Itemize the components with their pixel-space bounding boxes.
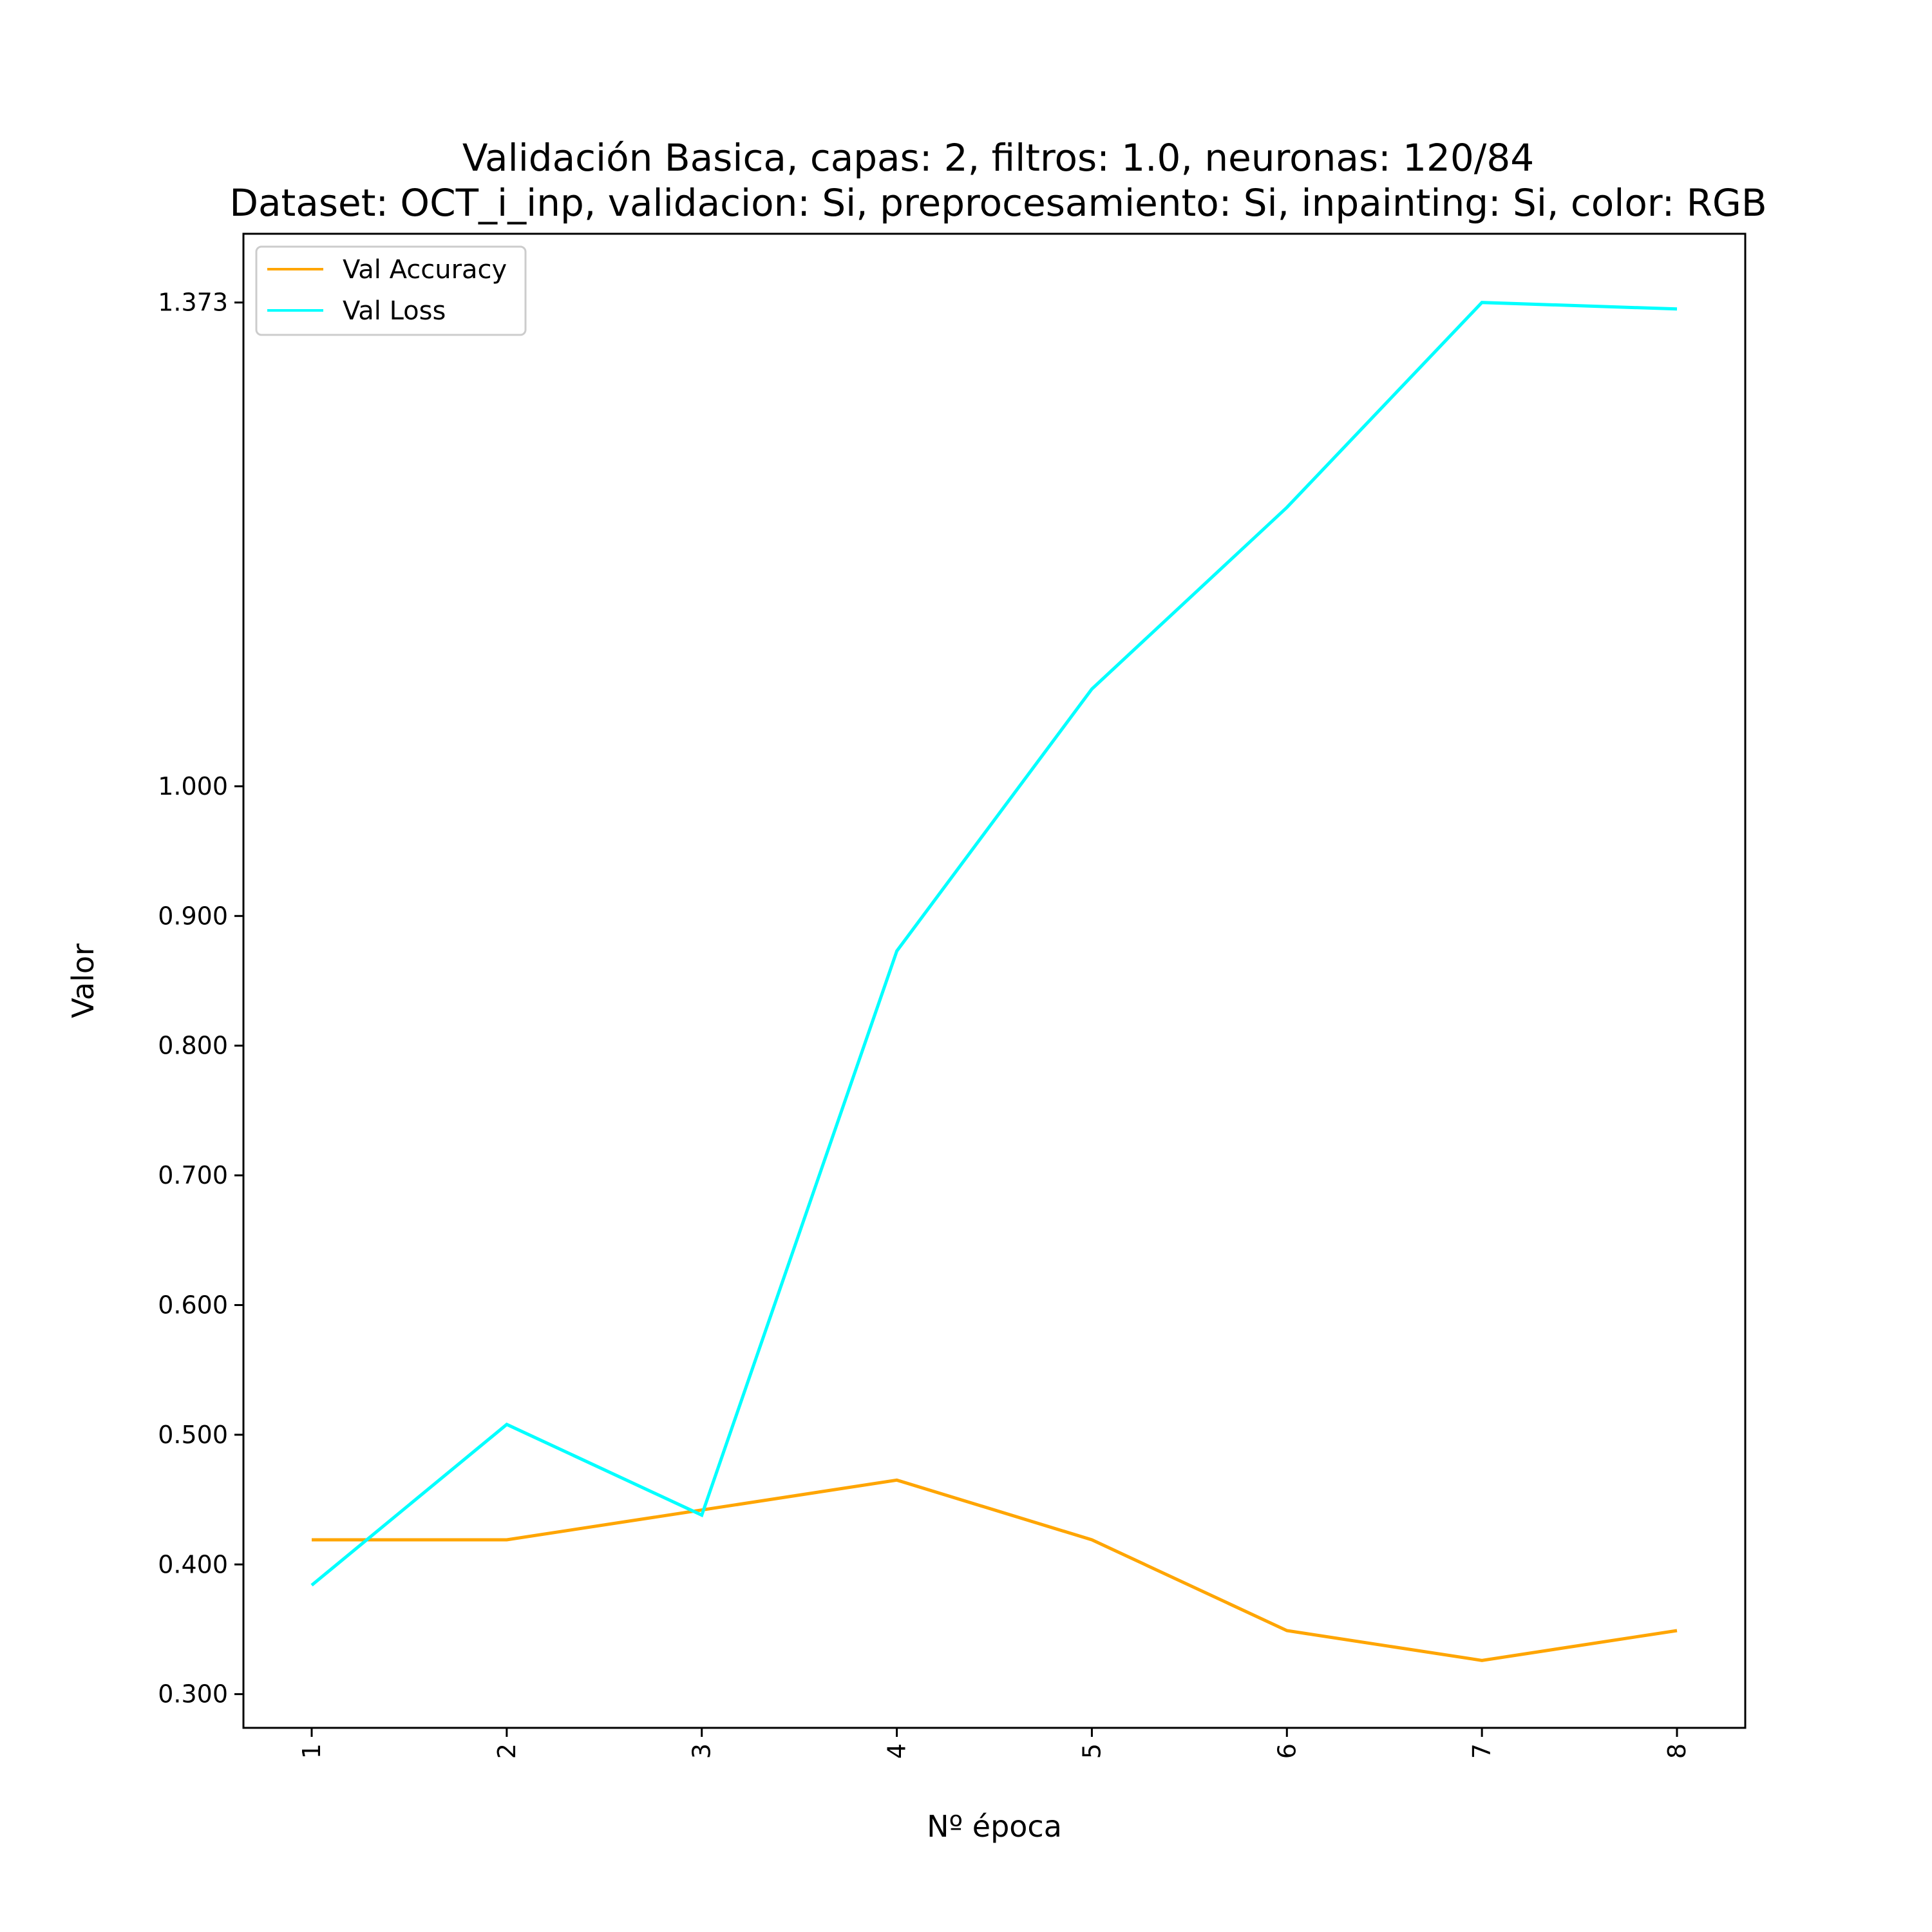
y-tick-label: 0.300 [158, 1680, 228, 1709]
x-tick-label: 6 [1273, 1743, 1301, 1759]
series-line-val-loss [310, 301, 1678, 1587]
legend-label-val-accuracy: Val Accuracy [343, 255, 507, 285]
x-axis: 1 2 3 4 5 6 7 8 [298, 1728, 1691, 1759]
x-tick-label: 1 [298, 1743, 326, 1759]
y-tick-label: 0.500 [158, 1421, 228, 1449]
y-tick-label: 1.373 [158, 289, 228, 317]
x-axis-label: Nº época [927, 1809, 1062, 1844]
legend-label-val-loss: Val Loss [343, 296, 446, 326]
series-line-val-accuracy [312, 1478, 1678, 1662]
chart-subtitle: Dataset: OCT_i_inp, validacion: Si, prep… [229, 181, 1766, 225]
y-tick-label: 0.700 [158, 1161, 228, 1189]
legend: Val Accuracy Val Loss [255, 245, 527, 336]
y-tick-label: 0.400 [158, 1550, 228, 1578]
y-axis: 0.300 0.400 0.500 0.600 0.700 0.800 0.900 1.000… [158, 289, 243, 1709]
y-tick-label: 0.600 [158, 1291, 228, 1319]
x-tick-label: 5 [1077, 1743, 1106, 1759]
legend-frame [255, 245, 527, 336]
x-tick-label: 4 [883, 1743, 911, 1759]
x-tick-label: 2 [493, 1743, 521, 1759]
x-tick-label: 3 [688, 1743, 716, 1759]
plot-area [242, 232, 1747, 1729]
x-tick-label: 7 [1468, 1743, 1496, 1759]
y-axis-label: Valor [66, 943, 100, 1018]
x-tick-label: 8 [1663, 1743, 1691, 1759]
series-layer [310, 301, 1678, 1662]
chart-title: Validación Basica, capas: 2, filtros: 1.… [462, 136, 1534, 180]
y-tick-label: 0.800 [158, 1032, 228, 1060]
y-tick-label: 1.000 [158, 772, 228, 800]
y-tick-label: 0.900 [158, 902, 228, 930]
